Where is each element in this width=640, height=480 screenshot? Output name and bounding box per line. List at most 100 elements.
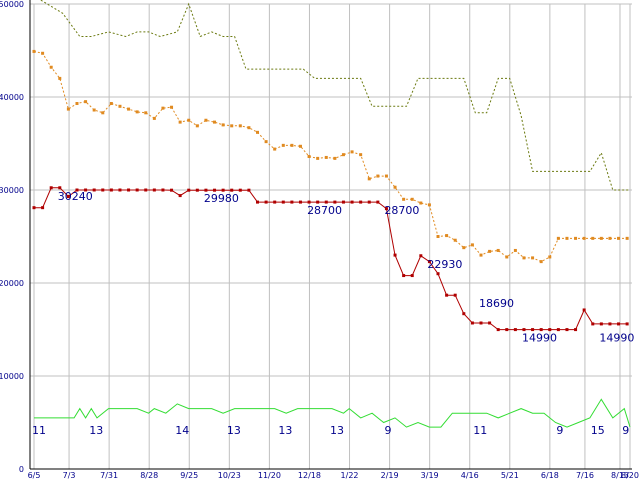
average-point [109, 102, 113, 106]
y-tick-label: 10000 [0, 372, 24, 381]
x-tick-label: 5/21 [501, 471, 519, 480]
average-point [393, 185, 397, 189]
average-point [256, 130, 259, 134]
average-point [49, 65, 53, 69]
average-point [298, 144, 302, 148]
average-point [402, 197, 406, 201]
price-point [470, 321, 474, 325]
price-point [625, 322, 629, 326]
average-point [127, 107, 131, 111]
price-point [213, 188, 217, 192]
average-point [247, 126, 251, 130]
price-point [204, 188, 208, 192]
price-point [144, 188, 148, 192]
average-series-line [33, 50, 628, 263]
x-tick-label: 7/3 [63, 471, 76, 480]
price-point [488, 321, 492, 325]
average-point [479, 253, 483, 257]
y-tick-label: 50000 [0, 0, 24, 9]
average-point [462, 246, 466, 250]
price-point [359, 200, 363, 204]
price-point [152, 188, 156, 192]
price-point [316, 200, 320, 204]
average-point [204, 118, 208, 122]
count-data-label: 11 [32, 424, 46, 437]
average-point [582, 236, 586, 240]
price-point [513, 328, 517, 332]
average-point [41, 51, 45, 55]
price-point [599, 322, 603, 326]
price-point [531, 328, 535, 332]
price-data-label: 29980 [204, 192, 239, 205]
average-point [522, 256, 526, 260]
price-data-label: 28700 [384, 204, 419, 217]
price-point [290, 200, 294, 204]
count-data-label: 15 [591, 424, 605, 437]
price-point [247, 188, 251, 192]
price-point [548, 328, 552, 332]
average-point [376, 174, 380, 178]
y-tick-label: 20000 [0, 279, 24, 288]
average-point [144, 111, 148, 115]
price-point [367, 200, 371, 204]
price-point [479, 321, 483, 325]
average-point [273, 147, 277, 151]
average-point [187, 118, 191, 122]
price-point [41, 206, 45, 210]
average-point [32, 49, 36, 53]
average-point [195, 124, 199, 128]
average-point [359, 153, 363, 157]
grid [30, 3, 632, 470]
count-data-label: 9 [384, 424, 391, 437]
price-data-label: 18690 [479, 297, 514, 310]
price-point [436, 272, 440, 276]
price-point [298, 200, 302, 204]
average-point [367, 177, 371, 181]
y-tick-label: 40000 [0, 93, 24, 102]
price-data-label: 22930 [427, 258, 462, 271]
price-point [109, 188, 113, 192]
x-tick-label: 9/25 [180, 471, 198, 480]
price-point [66, 195, 70, 199]
average-point [488, 249, 492, 253]
price-point [84, 188, 88, 192]
average-point [66, 107, 70, 111]
price-point [187, 188, 191, 192]
price-point [582, 308, 586, 312]
x-tick-label: 8/13 [611, 471, 629, 480]
average-point [118, 104, 122, 108]
y-axis-tick-labels: 0 10000 20000 30000 40000 50000 [0, 0, 24, 474]
x-tick-label: 11/20 [258, 471, 281, 480]
price-point [101, 188, 105, 192]
average-point [135, 110, 139, 114]
average-point [556, 236, 560, 240]
price-series-line [34, 187, 628, 331]
average-point [445, 234, 449, 238]
price-point [419, 254, 423, 258]
average-point [152, 116, 156, 120]
count-data-label: 13 [89, 424, 103, 437]
average-point [75, 102, 79, 106]
average-point [574, 236, 578, 240]
count-data-label: 11 [473, 424, 487, 437]
price-point [92, 188, 96, 192]
x-tick-label: 1/22 [341, 471, 359, 480]
price-point [522, 328, 526, 332]
price-point [462, 312, 466, 316]
average-point [333, 156, 337, 160]
x-tick-label: 4/16 [461, 471, 479, 480]
price-point [170, 188, 174, 192]
y-tick-label: 30000 [0, 186, 24, 195]
average-point [341, 153, 345, 157]
x-tick-label: 6/5 [28, 471, 41, 480]
average-point [531, 256, 535, 260]
price-point [221, 188, 225, 192]
count-series-line [34, 398, 631, 428]
price-point [273, 200, 277, 204]
price-point [617, 322, 621, 326]
average-point [565, 236, 569, 240]
price-point [333, 200, 337, 204]
price-point [195, 188, 199, 192]
average-point [436, 235, 440, 238]
